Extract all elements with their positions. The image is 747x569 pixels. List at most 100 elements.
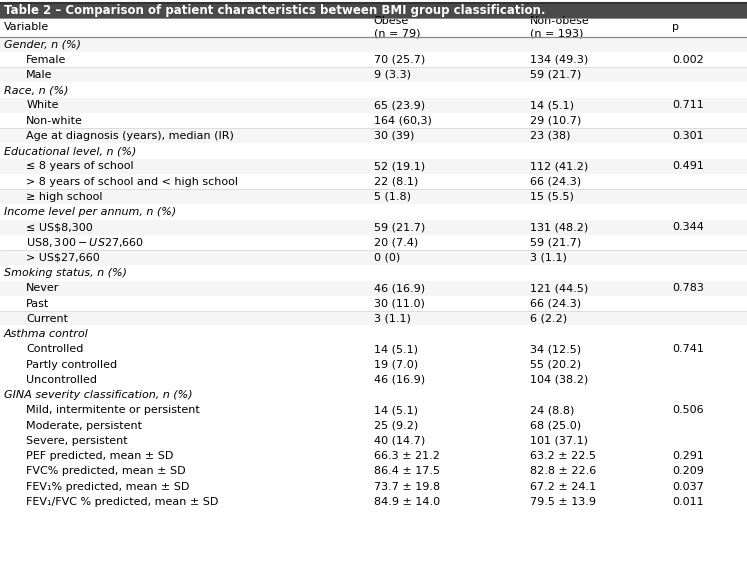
Text: Non-obese
(n = 193): Non-obese (n = 193): [530, 16, 590, 39]
Text: 121 (44.5): 121 (44.5): [530, 283, 589, 294]
Text: White: White: [26, 100, 59, 110]
Text: 23 (38): 23 (38): [530, 131, 571, 141]
Text: 0.783: 0.783: [672, 283, 704, 294]
Text: Age at diagnosis (years), median (IR): Age at diagnosis (years), median (IR): [26, 131, 234, 141]
Text: 0 (0): 0 (0): [374, 253, 400, 263]
Bar: [0, 296, 747, 311]
Text: 0.344: 0.344: [672, 222, 704, 232]
Text: 66 (24.3): 66 (24.3): [530, 176, 581, 187]
Text: 55 (20.2): 55 (20.2): [530, 360, 581, 370]
Text: Female: Female: [26, 55, 66, 64]
Text: 14 (5.1): 14 (5.1): [374, 405, 418, 415]
Text: 34 (12.5): 34 (12.5): [530, 344, 581, 354]
Text: Uncontrolled: Uncontrolled: [26, 375, 97, 385]
Bar: [0, 266, 747, 281]
Text: Race, n (%): Race, n (%): [4, 85, 68, 95]
Text: Male: Male: [26, 70, 52, 80]
Bar: [0, 204, 747, 220]
Bar: [0, 357, 747, 372]
Text: 104 (38.2): 104 (38.2): [530, 375, 589, 385]
Text: 25 (9.2): 25 (9.2): [374, 420, 418, 431]
Text: 66 (24.3): 66 (24.3): [530, 299, 581, 308]
Bar: [0, 98, 747, 113]
Text: Controlled: Controlled: [26, 344, 84, 354]
Text: 14 (5.1): 14 (5.1): [530, 100, 574, 110]
Text: 3 (1.1): 3 (1.1): [530, 253, 567, 263]
Bar: [0, 464, 747, 479]
Text: 0.491: 0.491: [672, 162, 704, 171]
Text: 59 (21.7): 59 (21.7): [374, 222, 425, 232]
Text: Obese
(n = 79): Obese (n = 79): [374, 16, 420, 39]
Text: 67.2 ± 24.1: 67.2 ± 24.1: [530, 482, 597, 492]
Text: 9 (3.3): 9 (3.3): [374, 70, 411, 80]
Text: 40 (14.7): 40 (14.7): [374, 436, 425, 446]
Text: 30 (11.0): 30 (11.0): [374, 299, 424, 308]
Text: Asthma control: Asthma control: [4, 329, 88, 339]
Bar: [0, 250, 747, 266]
Text: 59 (21.7): 59 (21.7): [530, 238, 582, 248]
Text: ≤ US$8,300: ≤ US$8,300: [26, 222, 93, 232]
Bar: [0, 83, 747, 98]
Bar: [0, 3, 747, 18]
Bar: [0, 128, 747, 143]
Bar: [0, 113, 747, 128]
Bar: [0, 311, 747, 327]
Text: 0.011: 0.011: [672, 497, 704, 507]
Text: 0.506: 0.506: [672, 405, 704, 415]
Text: 65 (23.9): 65 (23.9): [374, 100, 424, 110]
Bar: [0, 235, 747, 250]
Text: 79.5 ± 13.9: 79.5 ± 13.9: [530, 497, 596, 507]
Text: 0.002: 0.002: [672, 55, 704, 64]
Bar: [0, 448, 747, 464]
Text: > US$27,660: > US$27,660: [26, 253, 100, 263]
Text: Income level per annum, n (%): Income level per annum, n (%): [4, 207, 176, 217]
Text: Never: Never: [26, 283, 60, 294]
Bar: [0, 281, 747, 296]
Bar: [0, 433, 747, 448]
Text: 134 (49.3): 134 (49.3): [530, 55, 589, 64]
Text: GINA severity classification, n (%): GINA severity classification, n (%): [4, 390, 193, 400]
Text: 52 (19.1): 52 (19.1): [374, 162, 424, 171]
Text: ≤ 8 years of school: ≤ 8 years of school: [26, 162, 134, 171]
Text: FVC% predicted, mean ± SD: FVC% predicted, mean ± SD: [26, 467, 186, 476]
Bar: [0, 387, 747, 403]
Text: 22 (8.1): 22 (8.1): [374, 176, 418, 187]
Text: 68 (25.0): 68 (25.0): [530, 420, 581, 431]
Text: p: p: [672, 22, 679, 32]
Text: Gender, n (%): Gender, n (%): [4, 39, 81, 50]
Text: 5 (1.8): 5 (1.8): [374, 192, 411, 202]
Text: 0.037: 0.037: [672, 482, 704, 492]
Text: 131 (48.2): 131 (48.2): [530, 222, 589, 232]
Text: 112 (41.2): 112 (41.2): [530, 162, 589, 171]
Text: 0.741: 0.741: [672, 344, 704, 354]
Text: 101 (37.1): 101 (37.1): [530, 436, 589, 446]
Text: 73.7 ± 19.8: 73.7 ± 19.8: [374, 482, 440, 492]
Bar: [0, 342, 747, 357]
Text: 66.3 ± 21.2: 66.3 ± 21.2: [374, 451, 439, 461]
Bar: [0, 403, 747, 418]
Bar: [0, 52, 747, 67]
Text: Moderate, persistent: Moderate, persistent: [26, 420, 142, 431]
Text: Current: Current: [26, 314, 68, 324]
Text: 0.301: 0.301: [672, 131, 704, 141]
Text: 46 (16.9): 46 (16.9): [374, 283, 424, 294]
Text: Partly controlled: Partly controlled: [26, 360, 117, 370]
Text: 82.8 ± 22.6: 82.8 ± 22.6: [530, 467, 597, 476]
Text: 24 (8.8): 24 (8.8): [530, 405, 574, 415]
Text: FEV₁/FVC % predicted, mean ± SD: FEV₁/FVC % predicted, mean ± SD: [26, 497, 219, 507]
Text: 0.291: 0.291: [672, 451, 704, 461]
Bar: [0, 327, 747, 342]
Bar: [0, 418, 747, 433]
Bar: [0, 494, 747, 510]
Text: > 8 years of school and < high school: > 8 years of school and < high school: [26, 176, 238, 187]
Text: 70 (25.7): 70 (25.7): [374, 55, 425, 64]
Text: Mild, intermitente or persistent: Mild, intermitente or persistent: [26, 405, 200, 415]
Bar: [0, 220, 747, 235]
Bar: [0, 189, 747, 204]
Bar: [0, 159, 747, 174]
Bar: [0, 479, 747, 494]
Text: 164 (60,3): 164 (60,3): [374, 116, 431, 126]
Text: 63.2 ± 22.5: 63.2 ± 22.5: [530, 451, 596, 461]
Text: Severe, persistent: Severe, persistent: [26, 436, 128, 446]
Bar: [0, 18, 747, 36]
